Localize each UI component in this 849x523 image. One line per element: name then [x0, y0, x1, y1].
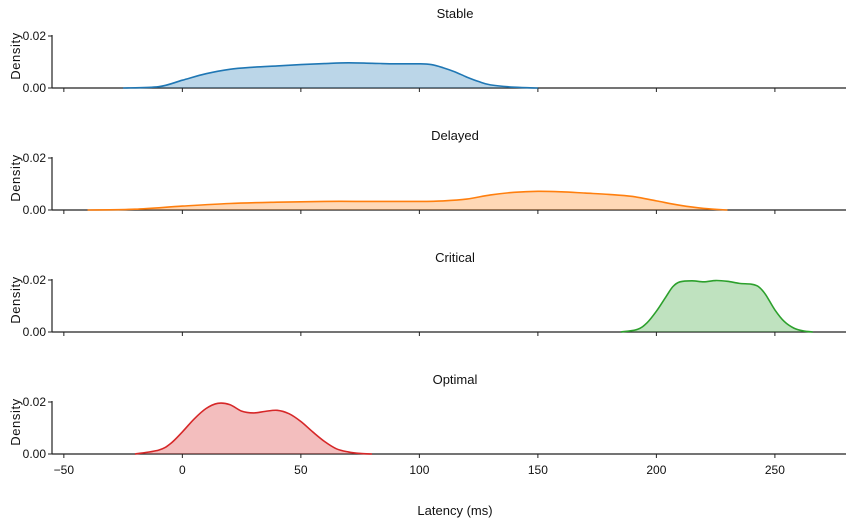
y-tick-label: 0.02: [23, 395, 47, 409]
y-tick-label: 0.00: [23, 325, 47, 339]
density-line: [123, 61, 538, 89]
y-tick-label: 0.02: [23, 151, 47, 165]
density-area: [620, 280, 813, 332]
x-tick-label: 0: [179, 463, 186, 477]
x-tick-label: 200: [646, 463, 666, 477]
x-tick-label: 150: [528, 463, 548, 477]
x-tick-label: −50: [54, 463, 75, 477]
y-axis-label: Density: [8, 154, 23, 202]
x-tick-label: 250: [765, 463, 785, 477]
density-area: [134, 403, 372, 454]
density-area: [87, 191, 728, 210]
density-area: [123, 62, 538, 88]
y-axis-label: Density: [8, 398, 23, 446]
panel-title: Optimal: [433, 372, 478, 387]
y-tick-label: 0.00: [23, 447, 47, 461]
x-axis-label: Latency (ms): [417, 503, 492, 518]
panel-title: Delayed: [431, 128, 479, 143]
y-tick-label: 0.02: [23, 29, 47, 43]
density-line: [134, 402, 373, 455]
y-tick-label: 0.02: [23, 273, 47, 287]
y-tick-label: 0.00: [23, 81, 47, 95]
y-axis-label: Density: [8, 276, 23, 324]
y-axis-label: Density: [8, 32, 23, 80]
x-tick-label: 100: [409, 463, 429, 477]
y-tick-label: 0.00: [23, 203, 47, 217]
panel-title: Critical: [435, 250, 475, 265]
panel-title: Stable: [437, 6, 474, 21]
x-tick-label: 50: [294, 463, 308, 477]
density-line: [620, 279, 813, 333]
density-line: [87, 190, 728, 211]
